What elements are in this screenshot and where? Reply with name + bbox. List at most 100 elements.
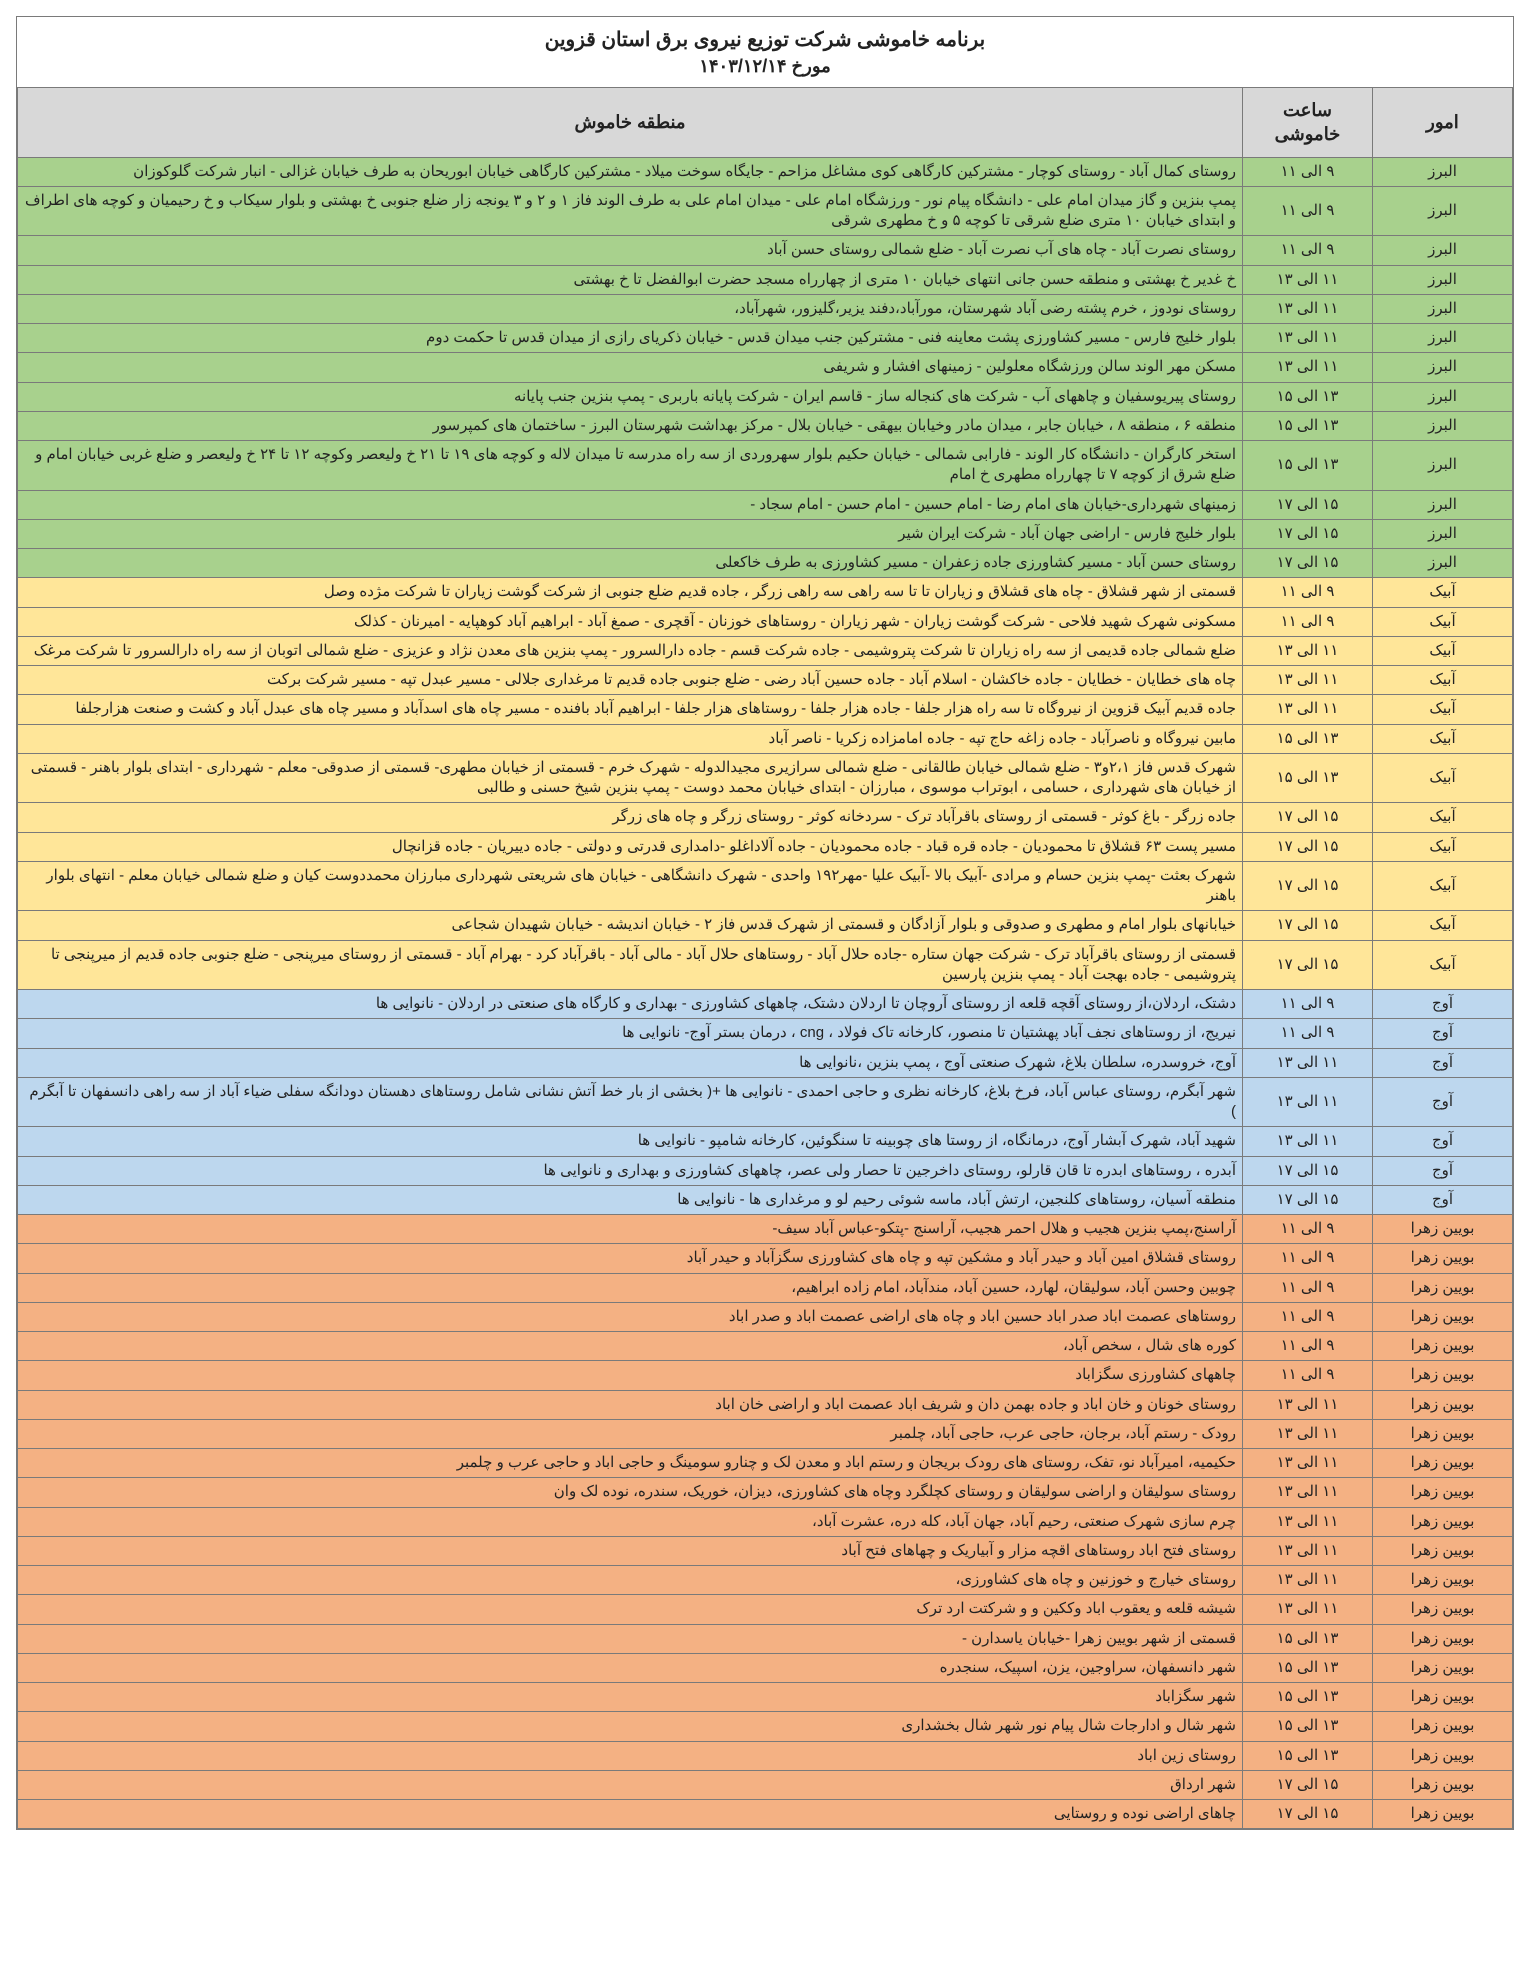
- table-row: بویین زهرا۱۳ الی ۱۵شهر شال و ادارجات شال…: [18, 1712, 1513, 1741]
- cell-area: ضلع شمالی جاده قدیمی از سه راه زیاران تا…: [18, 636, 1243, 665]
- cell-hours: ۹ الی ۱۱: [1243, 1361, 1373, 1390]
- cell-area: کوره های شال ، سخص آباد،: [18, 1332, 1243, 1361]
- cell-region: بویین زهرا: [1373, 1302, 1513, 1331]
- table-row: بویین زهرا۱۳ الی ۱۵شهر دانسفهان، سراوجین…: [18, 1653, 1513, 1682]
- table-row: آوج۹ الی ۱۱نیریج، از روستاهای نجف آباد پ…: [18, 1019, 1513, 1048]
- cell-region: البرز: [1373, 157, 1513, 186]
- cell-region: آبیک: [1373, 832, 1513, 861]
- cell-area: جاده زرگر - باغ کوثر - قسمتی از روستای ب…: [18, 803, 1243, 832]
- cell-hours: ۱۳ الی ۱۵: [1243, 753, 1373, 803]
- cell-hours: ۱۳ الی ۱۵: [1243, 1683, 1373, 1712]
- cell-region: آبیک: [1373, 607, 1513, 636]
- cell-area: روستای پیریوسفیان و چاههای آب - شرکت های…: [18, 382, 1243, 411]
- cell-hours: ۱۵ الی ۱۷: [1243, 1800, 1373, 1829]
- cell-area: روستاهای عصمت اباد صدر اباد حسین اباد و …: [18, 1302, 1243, 1331]
- cell-area: روستای قشلاق امین آباد و حیدر آباد و مشک…: [18, 1244, 1243, 1273]
- cell-area: شهید آباد، شهرک آبشار آوج، درمانگاه، از …: [18, 1127, 1243, 1156]
- cell-hours: ۱۱ الی ۱۳: [1243, 294, 1373, 323]
- table-row: بویین زهرا۱۱ الی ۱۳روستای خونان و خان اب…: [18, 1390, 1513, 1419]
- cell-region: آبیک: [1373, 803, 1513, 832]
- cell-region: آبیک: [1373, 724, 1513, 753]
- table-row: بویین زهرا۱۱ الی ۱۳حکیمیه، امیرآباد نو، …: [18, 1449, 1513, 1478]
- cell-area: چاهای اراضی نوده و روستایی: [18, 1800, 1243, 1829]
- table-row: آبیک۱۱ الی ۱۳چاه های خطایان - خطایان - ج…: [18, 666, 1513, 695]
- cell-region: آبیک: [1373, 695, 1513, 724]
- table-row: البرز۱۳ الی ۱۵روستای پیریوسفیان و چاههای…: [18, 382, 1513, 411]
- cell-hours: ۱۵ الی ۱۷: [1243, 832, 1373, 861]
- cell-area: منطقه آسیان، روستاهای کلنجین، ارتش آباد،…: [18, 1185, 1243, 1214]
- cell-region: البرز: [1373, 236, 1513, 265]
- cell-region: بویین زهرا: [1373, 1566, 1513, 1595]
- cell-area: نیریج، از روستاهای نجف آباد پهشتیان تا م…: [18, 1019, 1243, 1048]
- cell-hours: ۱۳ الی ۱۵: [1243, 724, 1373, 753]
- header-region: امور: [1373, 88, 1513, 158]
- cell-hours: ۱۱ الی ۱۳: [1243, 695, 1373, 724]
- table-row: البرز۱۱ الی ۱۳مسکن مهر الوند سالن ورزشگا…: [18, 353, 1513, 382]
- cell-area: بلوار خلیج فارس - اراضی جهان آباد - شرکت…: [18, 519, 1243, 548]
- cell-hours: ۹ الی ۱۱: [1243, 186, 1373, 236]
- cell-region: البرز: [1373, 324, 1513, 353]
- cell-hours: ۹ الی ۱۱: [1243, 1273, 1373, 1302]
- cell-hours: ۱۳ الی ۱۵: [1243, 382, 1373, 411]
- table-row: بویین زهرا۹ الی ۱۱روستای قشلاق امین آباد…: [18, 1244, 1513, 1273]
- table-row: بویین زهرا۹ الی ۱۱روستاهای عصمت اباد صدر…: [18, 1302, 1513, 1331]
- cell-area: قسمتی از شهر بویین زهرا -خیابان یاسدارن …: [18, 1624, 1243, 1653]
- cell-area: روستای فتح اباد روستاهای اقچه مزار و آبی…: [18, 1536, 1243, 1565]
- cell-region: البرز: [1373, 294, 1513, 323]
- cell-region: بویین زهرا: [1373, 1712, 1513, 1741]
- cell-area: خ غدیر خ بهشتی و منطقه حسن جانی انتهای خ…: [18, 265, 1243, 294]
- cell-area: چاههای کشاورزی سگزاباد: [18, 1361, 1243, 1390]
- cell-area: روستای خیارج و خوزنین و چاه های کشاورزی،: [18, 1566, 1243, 1595]
- table-row: بویین زهرا۱۵ الی ۱۷شهر ارداق: [18, 1770, 1513, 1799]
- cell-area: حکیمیه، امیرآباد نو، تفک، روستای های رود…: [18, 1449, 1243, 1478]
- cell-hours: ۹ الی ۱۱: [1243, 1019, 1373, 1048]
- cell-region: آبیک: [1373, 636, 1513, 665]
- cell-area: مابین نیروگاه و ناصرآباد - جاده زاغه حاج…: [18, 724, 1243, 753]
- cell-area: شهرک قدس فاز ۲،۱و۳ - ضلع شمالی خیابان طا…: [18, 753, 1243, 803]
- cell-area: شهر شال و ادارجات شال پیام نور شهر شال ب…: [18, 1712, 1243, 1741]
- cell-region: آبیک: [1373, 753, 1513, 803]
- cell-hours: ۱۵ الی ۱۷: [1243, 549, 1373, 578]
- header-hours: ساعت خاموشی: [1243, 88, 1373, 158]
- cell-area: روستای سولیقان و اراضی سولیقان و روستای …: [18, 1478, 1243, 1507]
- cell-area: آبدره ، روستاهای ابدره تا قان قارلو، روس…: [18, 1156, 1243, 1185]
- table-row: البرز۹ الی ۱۱پمپ بنزین و گاز میدان امام …: [18, 186, 1513, 236]
- table-row: بویین زهرا۱۱ الی ۱۳روستای فتح اباد روستا…: [18, 1536, 1513, 1565]
- header-area: منطقه خاموش: [18, 88, 1243, 158]
- table-row: بویین زهرا۹ الی ۱۱کوره های شال ، سخص آبا…: [18, 1332, 1513, 1361]
- table-row: بویین زهرا۱۳ الی ۱۵شهر سگزاباد: [18, 1683, 1513, 1712]
- cell-hours: ۱۵ الی ۱۷: [1243, 1156, 1373, 1185]
- table-row: البرز۱۳ الی ۱۵منطقه ۶ ، منطقه ۸ ، خیابان…: [18, 411, 1513, 440]
- cell-hours: ۱۱ الی ۱۳: [1243, 1507, 1373, 1536]
- table-row: آبیک۹ الی ۱۱قسمتی از شهر قشلاق - چاه های…: [18, 578, 1513, 607]
- table-row: البرز۱۱ الی ۱۳روستای نودوز ، خرم پشته رض…: [18, 294, 1513, 323]
- cell-region: البرز: [1373, 353, 1513, 382]
- cell-hours: ۹ الی ۱۱: [1243, 157, 1373, 186]
- table-row: آوج۱۱ الی ۱۳آوج، خروسدره، سلطان بلاغ، شه…: [18, 1048, 1513, 1077]
- cell-region: بویین زهرا: [1373, 1419, 1513, 1448]
- table-row: بویین زهرا۱۱ الی ۱۳روستای خیارج و خوزنین…: [18, 1566, 1513, 1595]
- table-row: بویین زهرا۹ الی ۱۱چوبین وحسن آباد، سولیق…: [18, 1273, 1513, 1302]
- cell-hours: ۱۵ الی ۱۷: [1243, 1185, 1373, 1214]
- cell-area: مسیر پست ۶۳ قشلاق تا محمودیان - جاده قره…: [18, 832, 1243, 861]
- table-row: البرز۱۱ الی ۱۳خ غدیر خ بهشتی و منطقه حسن…: [18, 265, 1513, 294]
- cell-area: بلوار خلیج فارس - مسیر کشاورزی پشت معاین…: [18, 324, 1243, 353]
- cell-area: جاده قدیم آبیک قزوین از نیروگاه تا سه را…: [18, 695, 1243, 724]
- table-row: آوج۱۱ الی ۱۳شهید آباد، شهرک آبشار آوج، د…: [18, 1127, 1513, 1156]
- cell-hours: ۹ الی ۱۱: [1243, 1215, 1373, 1244]
- cell-hours: ۱۱ الی ۱۳: [1243, 1048, 1373, 1077]
- cell-region: البرز: [1373, 490, 1513, 519]
- cell-area: رودک - رستم آباد، برجان، حاجی عرب، حاجی …: [18, 1419, 1243, 1448]
- cell-area: آوج، خروسدره، سلطان بلاغ، شهرک صنعتی آوج…: [18, 1048, 1243, 1077]
- cell-hours: ۱۱ الی ۱۳: [1243, 1478, 1373, 1507]
- table-row: آبیک۱۵ الی ۱۷جاده زرگر - باغ کوثر - قسمت…: [18, 803, 1513, 832]
- table-row: آبیک۱۵ الی ۱۷شهرک بعثت -پمپ بنزین حسام و…: [18, 861, 1513, 911]
- table-row: البرز۹ الی ۱۱روستای کمال آباد - روستای ک…: [18, 157, 1513, 186]
- cell-hours: ۱۱ الی ۱۳: [1243, 1419, 1373, 1448]
- cell-hours: ۱۱ الی ۱۳: [1243, 1595, 1373, 1624]
- cell-region: آبیک: [1373, 578, 1513, 607]
- cell-region: البرز: [1373, 411, 1513, 440]
- cell-area: چاه های خطایان - خطایان - جاده خاکشان - …: [18, 666, 1243, 695]
- cell-hours: ۱۵ الی ۱۷: [1243, 861, 1373, 911]
- cell-hours: ۱۳ الی ۱۵: [1243, 1741, 1373, 1770]
